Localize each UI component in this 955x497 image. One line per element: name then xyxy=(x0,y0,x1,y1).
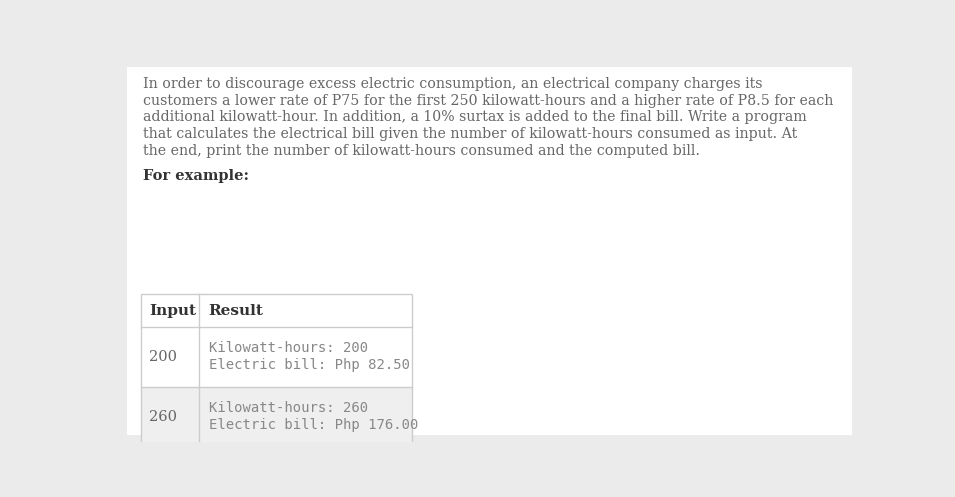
Text: additional kilowatt-hour. In addition, a 10% surtax is added to the final bill. : additional kilowatt-hour. In addition, a… xyxy=(142,110,806,124)
Text: Kilowatt-hours: 200: Kilowatt-hours: 200 xyxy=(208,340,368,355)
Text: 260: 260 xyxy=(149,410,177,424)
Text: For example:: For example: xyxy=(142,169,248,183)
Text: Input: Input xyxy=(149,304,196,318)
Text: customers a lower rate of P75 for the first 250 kilowatt-hours and a higher rate: customers a lower rate of P75 for the fi… xyxy=(142,93,833,107)
Text: 200: 200 xyxy=(149,350,177,364)
Bar xyxy=(141,295,413,447)
Text: Electric bill: Php 176.00: Electric bill: Php 176.00 xyxy=(208,417,418,432)
Bar xyxy=(141,295,413,327)
Text: Kilowatt-hours: 260: Kilowatt-hours: 260 xyxy=(208,401,368,415)
Bar xyxy=(141,327,413,387)
Text: In order to discourage excess electric consumption, an electrical company charge: In order to discourage excess electric c… xyxy=(142,77,762,90)
Text: the end, print the number of kilowatt-hours consumed and the computed bill.: the end, print the number of kilowatt-ho… xyxy=(142,144,700,159)
Text: Result: Result xyxy=(208,304,264,318)
Text: Electric bill: Php 82.50: Electric bill: Php 82.50 xyxy=(208,358,410,372)
Bar xyxy=(141,387,413,447)
Text: that calculates the electrical bill given the number of kilowatt-hours consumed : that calculates the electrical bill give… xyxy=(142,127,796,142)
